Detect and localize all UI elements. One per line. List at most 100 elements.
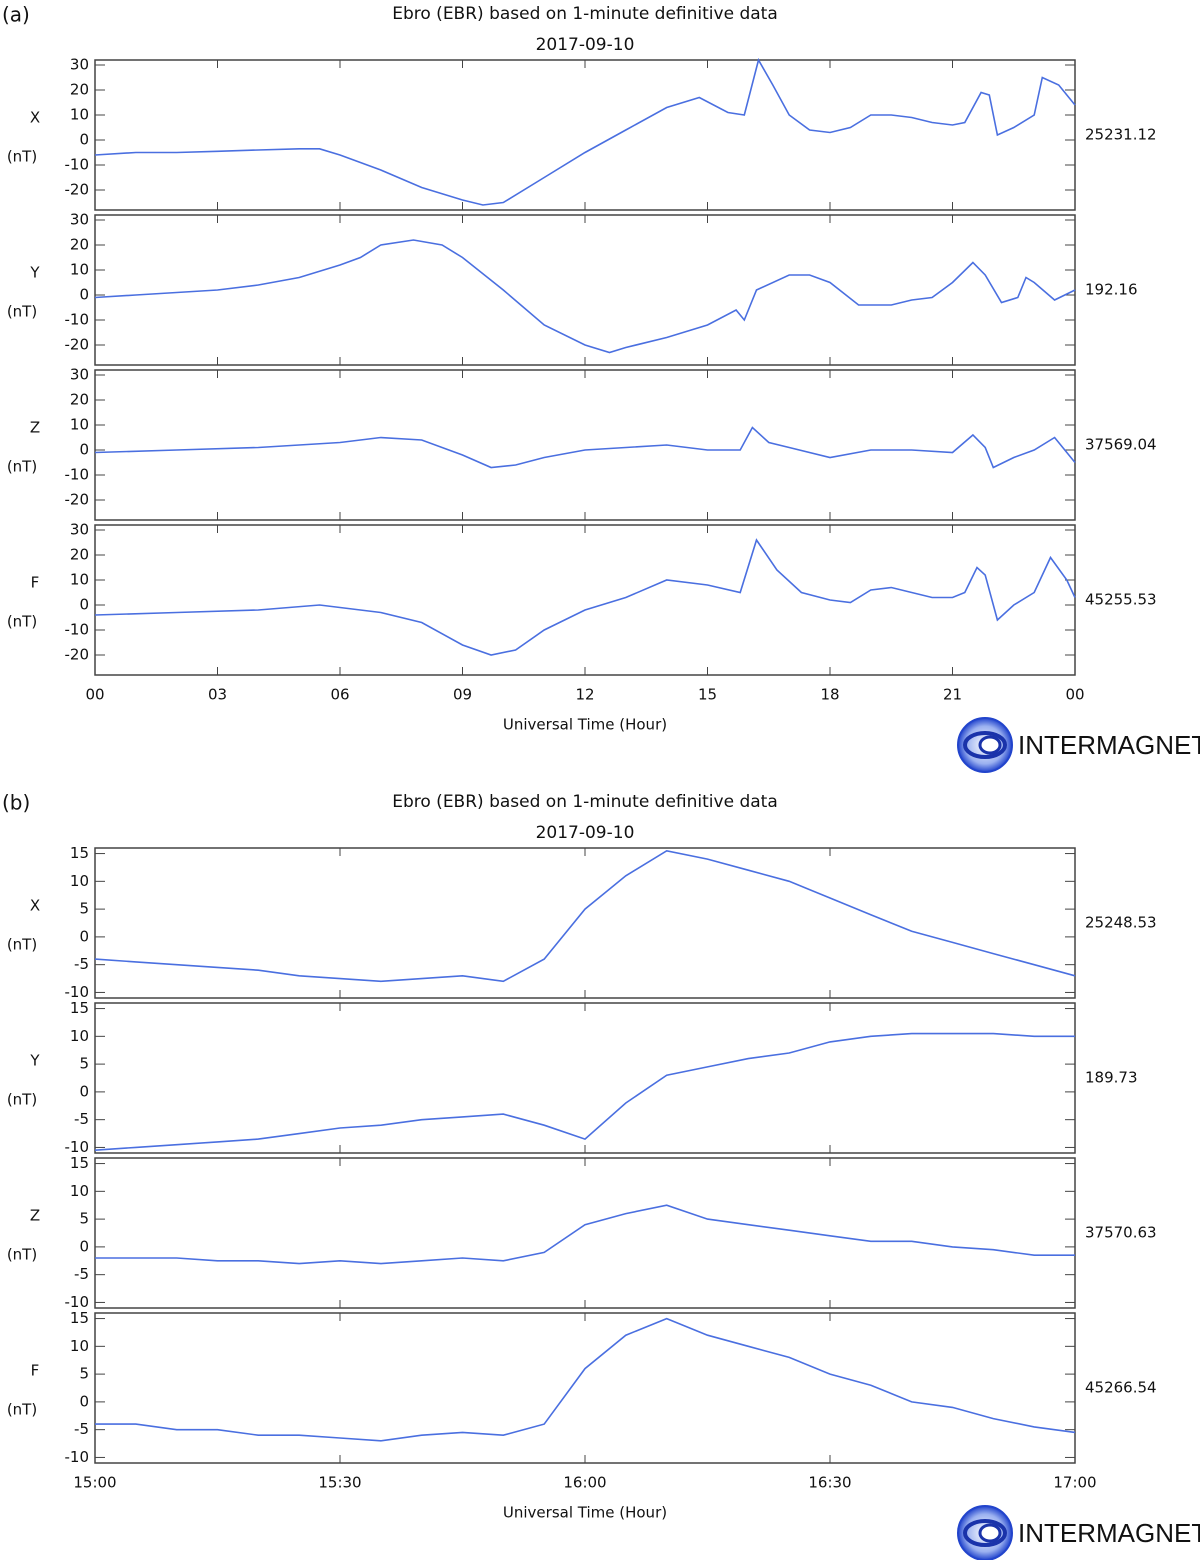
- y-tick-label: -10: [65, 1293, 90, 1311]
- logo-text: INTERMAGNET: [1018, 1518, 1200, 1548]
- y-tick-label: -10: [65, 983, 90, 1001]
- data-line: [94, 239, 1076, 354]
- y-tick-label: 0: [79, 286, 89, 304]
- y-tick-label: -10: [65, 1138, 90, 1156]
- logo-text: INTERMAGNET: [1018, 730, 1200, 760]
- y-tick-label: -10: [65, 621, 90, 639]
- y-label: F: [31, 574, 40, 592]
- baseline-value: 189.73: [1085, 1069, 1138, 1087]
- y-tick-label: 15: [70, 999, 89, 1017]
- y-tick-label: 0: [79, 1392, 89, 1410]
- y-tick-label: 30: [70, 56, 89, 74]
- chart-title: Ebro (EBR) based on 1-minute definitive …: [392, 792, 778, 812]
- y-tick-label: -10: [65, 466, 90, 484]
- baseline-value: 37569.04: [1085, 436, 1157, 454]
- x-tick-label: 21: [943, 686, 962, 704]
- baseline-value: 37570.63: [1085, 1224, 1157, 1242]
- y-tick-label: -5: [74, 1110, 89, 1128]
- baseline-value: 25231.12: [1085, 126, 1157, 144]
- y-label: Y: [29, 1052, 40, 1070]
- y-tick-label: 30: [70, 211, 89, 229]
- y-tick-label: 5: [79, 1210, 89, 1228]
- y-tick-label: -10: [65, 311, 90, 329]
- baseline-value: 45255.53: [1085, 591, 1157, 609]
- panel-frame: [94, 369, 1076, 521]
- y-label: F: [31, 1362, 40, 1380]
- x-tick-label: 00: [85, 686, 104, 704]
- x-tick-label: 15:30: [318, 1474, 361, 1492]
- data-line: [94, 426, 1076, 469]
- logo-core: [978, 1523, 1002, 1543]
- data-line: [94, 1032, 1075, 1151]
- y-tick-label: 0: [79, 1237, 89, 1255]
- panel-frame: [94, 214, 1076, 366]
- y-tick-label: -10: [65, 156, 90, 174]
- y-unit: (nT): [7, 1246, 37, 1264]
- y-unit: (nT): [7, 1091, 37, 1109]
- baseline-value: 192.16: [1085, 281, 1138, 299]
- x-tick-label: 15: [698, 686, 717, 704]
- y-tick-label: -5: [74, 1420, 89, 1438]
- y-label: Z: [30, 419, 40, 437]
- y-tick-label: 5: [79, 1365, 89, 1383]
- y-tick-label: -5: [74, 1265, 89, 1283]
- y-unit: (nT): [7, 936, 37, 954]
- chart-subtitle: 2017-09-10: [536, 823, 635, 843]
- y-tick-label: 5: [79, 900, 89, 918]
- logo-ring: [963, 1519, 1007, 1547]
- y-tick-label: 10: [70, 1182, 89, 1200]
- data-line: [95, 1204, 1075, 1265]
- y-unit: (nT): [7, 458, 37, 476]
- panel-frame: [94, 524, 1076, 676]
- x-tick-label: 00: [1065, 686, 1084, 704]
- x-tick-label: 18: [820, 686, 839, 704]
- y-tick-label: -5: [74, 955, 89, 973]
- y-tick-label: 10: [70, 872, 89, 890]
- baseline-value: 45266.54: [1085, 1379, 1157, 1397]
- y-tick-label: 10: [70, 1027, 89, 1045]
- y-tick-label: 0: [79, 441, 89, 459]
- y-label: X: [30, 897, 40, 915]
- x-tick-label: 12: [575, 686, 594, 704]
- panel-frame: [94, 1002, 1076, 1154]
- chart-title: Ebro (EBR) based on 1-minute definitive …: [392, 4, 778, 24]
- data-line: [94, 538, 1076, 656]
- x-tick-label: 09: [453, 686, 472, 704]
- data-line: [94, 57, 1076, 206]
- y-tick-label: 15: [70, 1154, 89, 1172]
- x-label: Universal Time (Hour): [503, 1504, 667, 1522]
- y-tick-label: 0: [79, 596, 89, 614]
- y-tick-label: 0: [79, 1082, 89, 1100]
- y-tick-label: -20: [65, 336, 90, 354]
- y-tick-label: 10: [70, 571, 89, 589]
- y-tick-label: 30: [70, 521, 89, 539]
- y-tick-label: 10: [70, 261, 89, 279]
- y-unit: (nT): [7, 1401, 37, 1419]
- logo-ring: [963, 731, 1007, 759]
- x-tick-label: 03: [208, 686, 227, 704]
- y-tick-label: 20: [70, 81, 89, 99]
- y-tick-label: 30: [70, 366, 89, 384]
- y-tick-label: -20: [65, 646, 90, 664]
- panel-frame: [94, 1157, 1076, 1309]
- y-tick-label: 20: [70, 391, 89, 409]
- y-tick-label: 0: [79, 131, 89, 149]
- data-line: [94, 849, 1076, 983]
- y-label: X: [30, 109, 40, 127]
- y-label: Y: [29, 264, 40, 282]
- y-tick-label: 20: [70, 236, 89, 254]
- x-tick-label: 16:30: [808, 1474, 851, 1492]
- y-tick-label: 5: [79, 1055, 89, 1073]
- baseline-value: 25248.53: [1085, 914, 1157, 932]
- y-unit: (nT): [7, 613, 37, 631]
- x-tick-label: 15:00: [73, 1474, 116, 1492]
- y-tick-label: 10: [70, 1337, 89, 1355]
- chart-subtitle: 2017-09-10: [536, 35, 635, 55]
- y-unit: (nT): [7, 148, 37, 166]
- y-tick-label: 10: [70, 106, 89, 124]
- data-line: [95, 1317, 1076, 1442]
- y-tick-label: 10: [70, 416, 89, 434]
- x-tick-label: 16:00: [563, 1474, 606, 1492]
- y-tick-label: 15: [70, 844, 89, 862]
